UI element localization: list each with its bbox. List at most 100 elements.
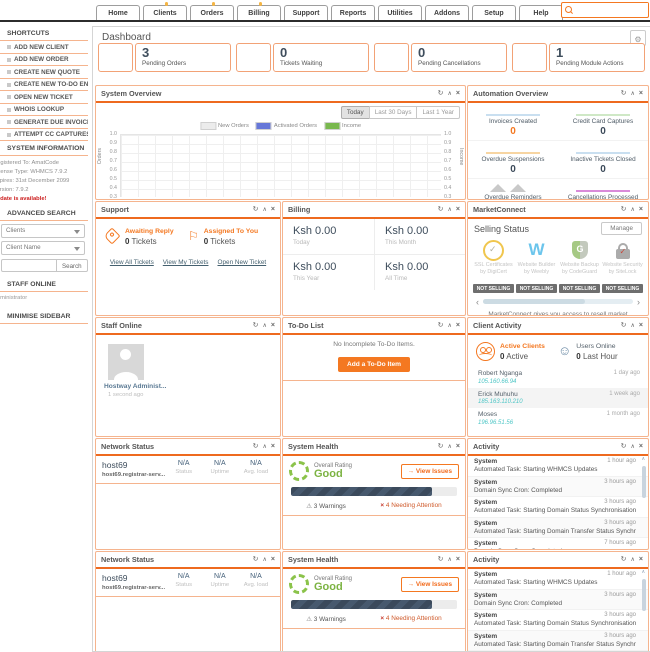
client-activity-row[interactable]: Moses 196.96.51.56 1 month ago	[468, 408, 648, 429]
stat-group[interactable]: 3 Pending Orders	[98, 43, 231, 72]
collapse-icon[interactable]	[448, 206, 452, 213]
collapse-icon[interactable]	[631, 322, 635, 329]
close-icon[interactable]	[456, 556, 460, 563]
collapse-icon[interactable]	[263, 206, 267, 213]
refresh-icon[interactable]	[438, 90, 444, 97]
nav-tab[interactable]: Clients	[143, 2, 187, 21]
refresh-icon[interactable]	[438, 206, 444, 213]
server-row[interactable]: host69 host69.registrar-serv... N/A Statu…	[96, 569, 280, 597]
collapse-icon[interactable]	[448, 556, 452, 563]
close-icon[interactable]	[456, 443, 460, 450]
close-icon[interactable]	[639, 322, 643, 329]
close-icon[interactable]	[639, 206, 643, 213]
nav-tab[interactable]: Help	[519, 5, 563, 21]
range-button[interactable]: Last 30 Days	[368, 106, 418, 119]
close-icon[interactable]	[639, 556, 643, 563]
support-link[interactable]: Open New Ticket	[217, 259, 267, 266]
nav-tab[interactable]: Addons	[425, 5, 469, 21]
sidebar-shortcut[interactable]: CREATE NEW TO-DO ENTRY	[0, 79, 88, 91]
nav-tab[interactable]: Reports	[331, 5, 375, 21]
sidebar-shortcut[interactable]: ADD NEW CLIENT	[0, 41, 88, 54]
automation-stat[interactable]: Inactive Tickets Closed 0	[558, 141, 648, 179]
server-row[interactable]: host69 host69.registrar-serv... N/A Statu…	[96, 456, 280, 484]
nav-tab[interactable]: Setup	[472, 5, 516, 21]
collapse-icon[interactable]	[448, 443, 452, 450]
scroll-track[interactable]	[483, 299, 633, 305]
close-icon[interactable]	[271, 206, 275, 213]
server-name[interactable]: host69	[102, 460, 128, 470]
sidebar-minimise[interactable]: MINIMISE SIDEBAR	[0, 309, 88, 324]
client-name[interactable]: Moses	[478, 411, 498, 418]
search-field-select[interactable]: Client Name	[1, 240, 85, 255]
warnings-count[interactable]: 3 Warnings	[306, 502, 346, 510]
global-search-box[interactable]	[561, 2, 649, 18]
update-notice[interactable]: update is available!	[0, 195, 47, 202]
close-icon[interactable]	[456, 322, 460, 329]
server-name[interactable]: host69	[102, 573, 128, 583]
client-name[interactable]: Erick Muhuhu	[478, 390, 518, 398]
client-activity-row[interactable]: Erick Muhuhu 185.163.110.210 1 week ago	[468, 387, 648, 408]
automation-stat[interactable]: Overdue Reminders 0	[468, 179, 558, 199]
sidebar-system-info-header[interactable]: SYSTEM INFORMATION	[0, 141, 88, 156]
status-badge[interactable]: NOT SELLING	[558, 284, 601, 294]
support-link[interactable]: View All Tickets	[109, 259, 154, 266]
sidebar-shortcut[interactable]: ADD NEW ORDER	[0, 54, 88, 66]
refresh-icon[interactable]	[253, 556, 259, 563]
close-icon[interactable]	[456, 206, 460, 213]
client-name[interactable]: Robert Nganga	[478, 370, 523, 377]
collapse-icon[interactable]	[631, 90, 635, 97]
view-issues-button[interactable]: View Issues	[400, 576, 459, 592]
sidebar-shortcuts-header[interactable]: SHORTCUTS	[0, 26, 88, 41]
refresh-icon[interactable]	[438, 322, 444, 329]
close-icon[interactable]	[271, 556, 275, 563]
sidebar-shortcut[interactable]: CREATE NEW QUOTE	[0, 66, 88, 79]
client-activity-row[interactable]: Robert Nganga 105.160.66.94 1 day ago	[468, 367, 648, 388]
sidebar-shortcut[interactable]: ATTEMPT CC CAPTURES	[0, 129, 88, 141]
sidebar-search-input[interactable]	[1, 258, 57, 272]
nav-tab[interactable]: Orders	[190, 2, 234, 21]
stat-group[interactable]: 0 Pending Cancellations	[374, 43, 507, 72]
activity-scrollbar[interactable]	[641, 569, 647, 651]
close-icon[interactable]	[271, 322, 275, 329]
status-badge[interactable]: NOT SELLING	[601, 284, 644, 294]
support-link[interactable]: View My Tickets	[162, 259, 209, 266]
refresh-icon[interactable]	[253, 322, 259, 329]
refresh-icon[interactable]	[438, 443, 444, 450]
nav-tab[interactable]: Utilities	[378, 5, 422, 21]
nav-tab[interactable]: Support	[284, 5, 328, 21]
search-type-select[interactable]: Clients	[1, 223, 85, 238]
sidebar-search-button[interactable]: Search	[57, 258, 88, 272]
refresh-icon[interactable]	[621, 443, 627, 450]
collapse-icon[interactable]	[448, 322, 452, 329]
close-icon[interactable]	[456, 90, 460, 97]
view-issues-button[interactable]: View Issues	[400, 463, 459, 479]
sidebar-shortcut[interactable]: WHOIS LOOKUP	[0, 104, 88, 116]
sidebar-staff-online-header[interactable]: STAFF ONLINE	[0, 277, 88, 292]
staff-member-name[interactable]: Hostway Administ...	[104, 383, 167, 390]
sidebar-shortcut[interactable]: GENERATE DUE INVOICES	[0, 116, 88, 129]
nav-tab[interactable]: Home	[96, 5, 140, 21]
add-todo-button[interactable]: Add a To-Do Item	[337, 357, 411, 372]
warnings-count[interactable]: 3 Warnings	[306, 615, 346, 623]
collapse-icon[interactable]	[263, 556, 267, 563]
attention-count[interactable]: 4 Needing Attention	[380, 615, 442, 623]
close-icon[interactable]	[639, 443, 643, 450]
global-search-input[interactable]	[574, 3, 648, 16]
scroll-left-icon[interactable]: ‹	[476, 296, 479, 307]
nav-tab[interactable]: Billing	[237, 2, 281, 21]
close-icon[interactable]	[271, 443, 275, 450]
stat-group[interactable]: 0 Tickets Waiting	[236, 43, 369, 72]
refresh-icon[interactable]	[621, 90, 627, 97]
collapse-icon[interactable]	[631, 443, 635, 450]
refresh-icon[interactable]	[253, 443, 259, 450]
sidebar-shortcut[interactable]: OPEN NEW TICKET	[0, 91, 88, 104]
attention-count[interactable]: 4 Needing Attention	[380, 502, 442, 510]
collapse-icon[interactable]	[631, 556, 635, 563]
range-button[interactable]: Last 1 Year	[416, 106, 460, 119]
status-badge[interactable]: NOT SELLING	[472, 284, 515, 294]
manage-button[interactable]: Manage	[601, 222, 642, 235]
